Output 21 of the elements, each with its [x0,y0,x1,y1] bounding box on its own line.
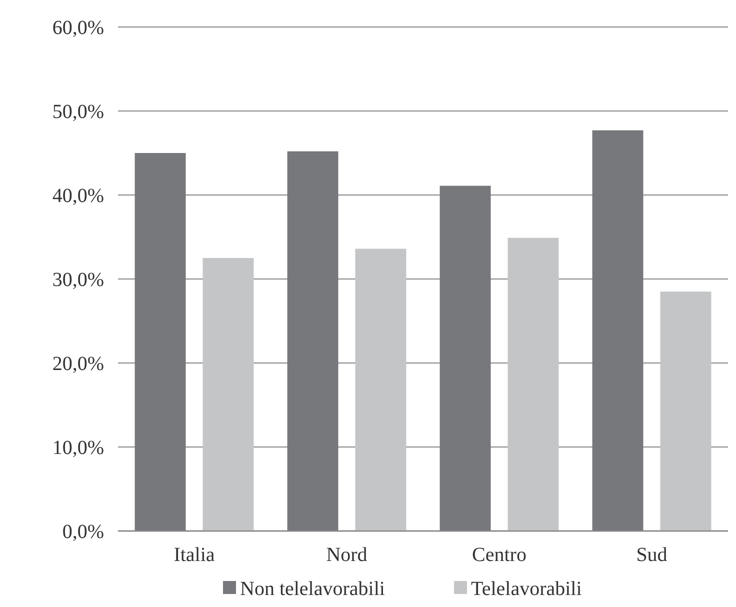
bar [134,153,186,531]
x-tick-label: Centro [472,544,526,566]
bar [592,130,644,531]
x-tick-label: Sud [636,544,668,566]
x-tick-label: Italia [174,544,215,566]
y-tick-label: 40,0% [52,185,104,207]
legend-label: Non telelavorabili [240,578,386,600]
bar [202,258,254,531]
y-tick-label: 0,0% [62,521,104,543]
bar [508,238,559,531]
bar [355,248,406,531]
x-tick-label: Nord [326,544,368,566]
y-tick-label: 10,0% [52,437,104,459]
legend-label: Telelavorabili [471,578,582,600]
y-tick-label: 60,0% [52,17,104,39]
y-tick-label: 30,0% [52,269,104,291]
y-tick-label: 50,0% [52,101,104,123]
y-tick-label: 20,0% [52,353,104,375]
bar [660,292,712,531]
bar [440,186,491,531]
bar [287,151,338,531]
